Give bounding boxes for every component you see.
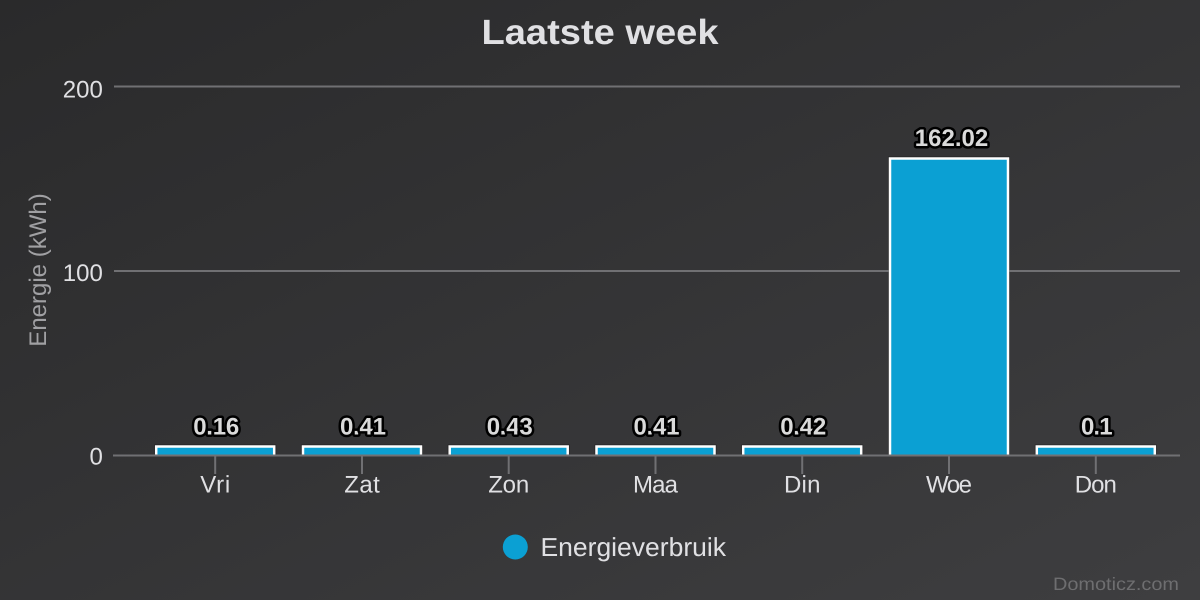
svg-text:0.43: 0.43 [487,414,533,441]
svg-text:0: 0 [89,444,102,471]
svg-text:0.16: 0.16 [193,414,239,441]
svg-text:Vri: Vri [200,472,230,499]
svg-text:Din: Din [784,472,821,499]
svg-text:0.1: 0.1 [1081,414,1113,441]
svg-text:Woe: Woe [926,472,972,499]
svg-text:162.02: 162.02 [915,125,988,152]
svg-text:Energieverbruik: Energieverbruik [541,532,728,562]
svg-text:Don: Don [1075,472,1117,499]
svg-text:0.41: 0.41 [634,414,680,441]
svg-text:Energie (kWh): Energie (kWh) [25,193,52,346]
svg-text:0.41: 0.41 [340,414,386,441]
svg-text:100: 100 [63,260,103,287]
svg-text:0.42: 0.42 [780,414,826,441]
svg-text:Zon: Zon [488,472,529,499]
svg-text:Domoticz.com: Domoticz.com [1053,574,1179,594]
svg-text:Maa: Maa [633,472,679,499]
svg-text:200: 200 [63,77,103,104]
svg-text:Laatste week: Laatste week [482,13,720,52]
svg-text:Zat: Zat [344,472,380,499]
